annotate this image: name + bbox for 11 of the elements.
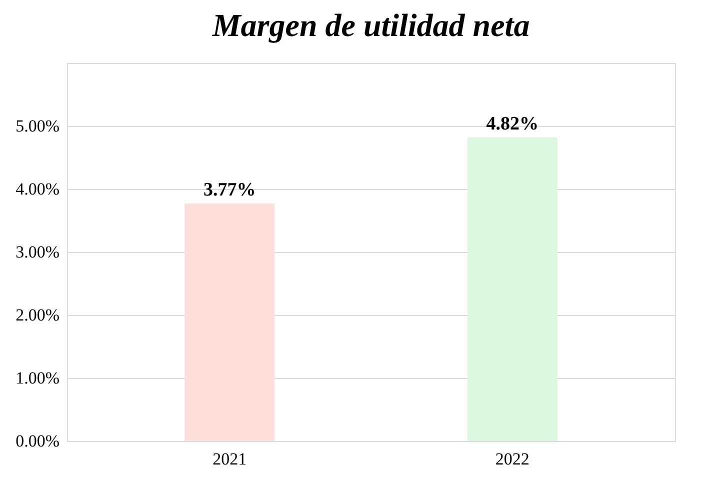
y-tick-label: 3.00% [16,242,60,262]
y-tick-label: 5.00% [16,116,60,136]
y-tick-label: 2.00% [16,306,60,324]
y-tick-label: 0.00% [16,432,60,450]
y-tick-label: 1.00% [16,368,60,388]
chart-title: Margen de utilidad neta [211,7,530,43]
x-tick-label: 2022 [495,450,530,468]
x-tick-label: 2021 [212,450,247,468]
y-tick-label: 4.00% [16,180,60,198]
data-label: 3.77% [203,179,256,200]
data-label: 4.82% [486,113,539,134]
